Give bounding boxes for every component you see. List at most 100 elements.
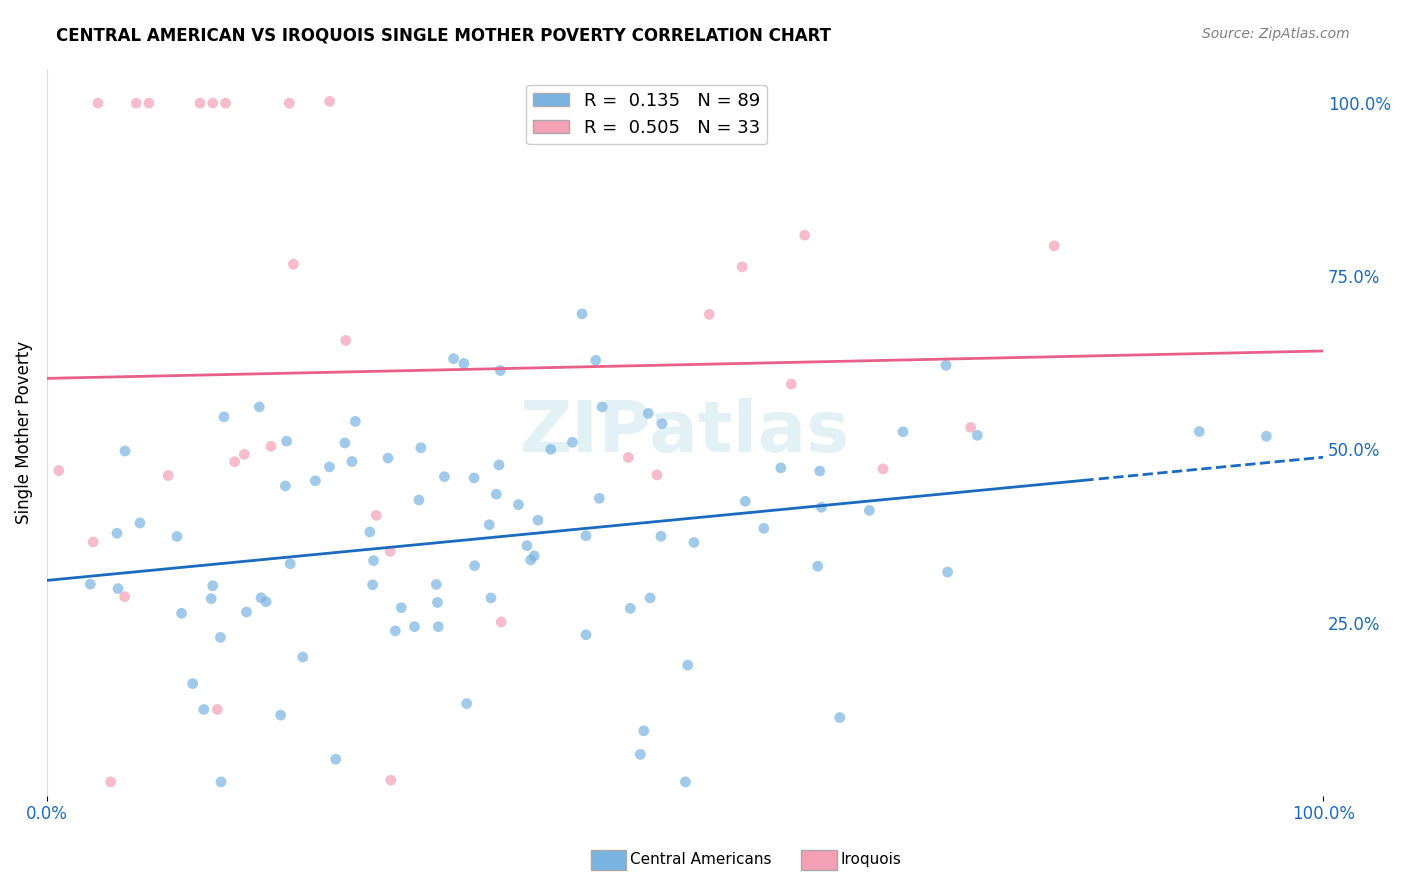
Point — [270, 708, 292, 723]
Point — [333, 436, 356, 450]
Point — [479, 591, 502, 605]
Point — [752, 521, 775, 535]
Point — [959, 420, 981, 434]
Point — [201, 579, 224, 593]
Legend: R =  0.135   N = 89, R =  0.505   N = 33: R = 0.135 N = 89, R = 0.505 N = 33 — [526, 85, 768, 145]
Point — [188, 96, 211, 111]
Text: Iroquois: Iroquois — [841, 853, 901, 867]
Point — [304, 474, 326, 488]
Point — [519, 553, 541, 567]
Point — [138, 96, 160, 111]
Point — [209, 775, 232, 789]
Point — [540, 442, 562, 457]
Point — [561, 435, 583, 450]
Point — [650, 529, 672, 543]
Point — [274, 479, 297, 493]
Point — [82, 535, 104, 549]
Point — [318, 95, 340, 109]
Point — [858, 503, 880, 517]
Point — [166, 529, 188, 543]
Point — [793, 228, 815, 243]
Point — [463, 471, 485, 485]
Point — [200, 591, 222, 606]
Point — [250, 591, 273, 605]
Point — [633, 723, 655, 738]
Point — [734, 494, 756, 508]
Point — [233, 447, 256, 461]
Point — [488, 458, 510, 472]
Point — [260, 439, 283, 453]
Point — [380, 544, 402, 558]
Point — [129, 516, 152, 530]
Point — [325, 752, 347, 766]
Point — [426, 595, 449, 609]
Point — [588, 491, 610, 506]
Point — [201, 96, 224, 111]
Point — [523, 549, 546, 563]
Point — [683, 535, 706, 549]
Point — [114, 444, 136, 458]
Point — [966, 428, 988, 442]
Point — [425, 577, 447, 591]
Point — [105, 526, 128, 541]
Point — [1188, 425, 1211, 439]
Point — [637, 406, 659, 420]
Point — [697, 307, 720, 321]
Point — [408, 492, 430, 507]
Point — [276, 434, 298, 449]
Point — [485, 487, 508, 501]
Point — [1256, 429, 1278, 443]
Point — [828, 710, 851, 724]
Point — [181, 676, 204, 690]
Point — [224, 455, 246, 469]
Point — [278, 557, 301, 571]
Point — [585, 353, 607, 368]
Point — [478, 517, 501, 532]
Text: Source: ZipAtlas.com: Source: ZipAtlas.com — [1202, 27, 1350, 41]
Point — [114, 590, 136, 604]
Point — [619, 601, 641, 615]
Point — [651, 417, 673, 431]
Point — [157, 468, 180, 483]
Point — [427, 620, 450, 634]
Point — [808, 464, 831, 478]
Point — [628, 747, 651, 762]
Point — [600, 116, 623, 130]
Point — [936, 565, 959, 579]
Text: Central Americans: Central Americans — [630, 853, 772, 867]
Point — [209, 631, 232, 645]
Point — [207, 702, 229, 716]
Point — [48, 464, 70, 478]
Y-axis label: Single Mother Poverty: Single Mother Poverty — [15, 341, 32, 524]
Point — [433, 469, 456, 483]
Point — [456, 697, 478, 711]
Point — [335, 334, 357, 348]
Point — [489, 615, 512, 629]
Point — [675, 775, 697, 789]
Point — [389, 600, 412, 615]
Point — [516, 539, 538, 553]
Text: ZIPatlas: ZIPatlas — [520, 398, 851, 467]
Point — [769, 461, 792, 475]
Point — [344, 414, 367, 428]
Point — [363, 553, 385, 567]
Point — [107, 582, 129, 596]
Point — [291, 650, 314, 665]
Point — [193, 702, 215, 716]
Point — [380, 773, 402, 788]
Point — [340, 454, 363, 468]
Point — [404, 620, 426, 634]
Point — [214, 96, 236, 111]
Point — [359, 524, 381, 539]
Point — [489, 363, 512, 377]
Point — [87, 96, 110, 111]
Point — [366, 508, 388, 523]
Point — [575, 529, 598, 543]
Point — [377, 451, 399, 466]
Point — [79, 577, 101, 591]
Point — [676, 658, 699, 673]
Point — [638, 591, 661, 605]
Point — [508, 498, 530, 512]
Point — [617, 450, 640, 465]
Point — [464, 558, 486, 573]
